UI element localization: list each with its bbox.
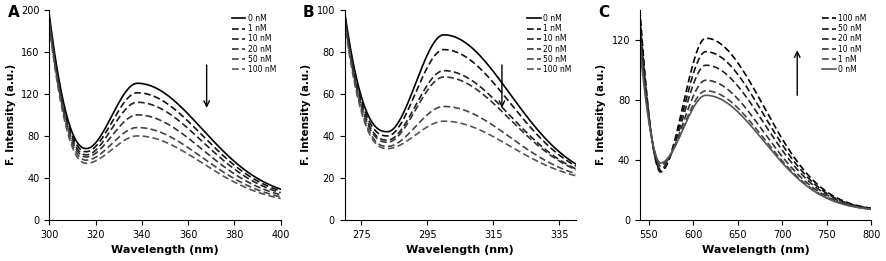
- Legend: 0 nM, 1 nM, 10 nM, 20 nM, 50 nM, 100 nM: 0 nM, 1 nM, 10 nM, 20 nM, 50 nM, 100 nM: [526, 13, 572, 75]
- Legend: 0 nM, 1 nM, 10 nM, 20 nM, 50 nM, 100 nM: 0 nM, 1 nM, 10 nM, 20 nM, 50 nM, 100 nM: [231, 13, 276, 75]
- Text: C: C: [598, 5, 610, 20]
- X-axis label: Wavelength (nm): Wavelength (nm): [702, 245, 810, 256]
- Y-axis label: F. Intensity (a.u.): F. Intensity (a.u.): [596, 64, 606, 165]
- Y-axis label: F. Intensity (a.u.): F. Intensity (a.u.): [301, 64, 311, 165]
- Text: B: B: [303, 5, 315, 20]
- X-axis label: Wavelength (nm): Wavelength (nm): [111, 245, 219, 256]
- Text: A: A: [8, 5, 19, 20]
- Legend: 100 nM, 50 nM, 20 nM, 10 nM, 1 nM, 0 nM: 100 nM, 50 nM, 20 nM, 10 nM, 1 nM, 0 nM: [821, 13, 867, 75]
- Y-axis label: F. Intensity (a.u.): F. Intensity (a.u.): [5, 64, 16, 165]
- X-axis label: Wavelength (nm): Wavelength (nm): [407, 245, 514, 256]
